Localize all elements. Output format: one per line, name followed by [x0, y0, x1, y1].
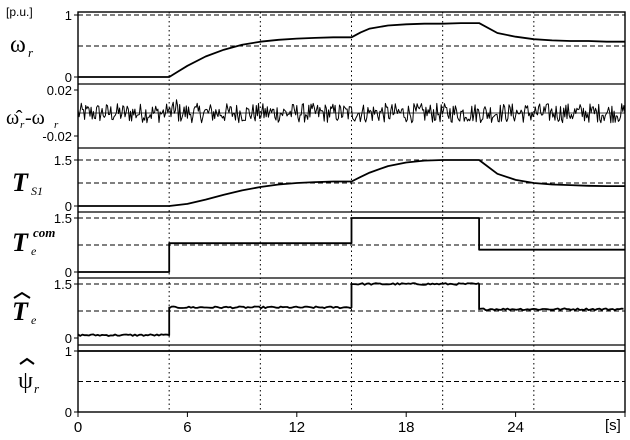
y-tick-label: 1.5 — [54, 211, 72, 226]
x-tick-label: 6 — [183, 419, 191, 436]
svg-text:T: T — [12, 168, 29, 197]
x-tick-label: 12 — [288, 419, 305, 436]
label-omega-r: ω r — [10, 32, 34, 60]
svg-text:-ω: -ω — [25, 107, 45, 129]
series-line-omega_error — [77, 99, 626, 124]
y-unit-label: [p.u.] — [6, 5, 33, 19]
y-tick-label: 1 — [65, 344, 72, 359]
svg-text:com: com — [33, 225, 55, 240]
svg-text:T: T — [12, 297, 29, 326]
hat-mark — [13, 291, 31, 299]
y-tick-label: 0 — [65, 199, 72, 214]
y-tick-label: 0 — [65, 70, 72, 85]
y-tick-label: 1.5 — [54, 277, 72, 292]
series-line-T_S1 — [78, 159, 625, 207]
series-line-T_e_hat — [77, 282, 624, 337]
svg-text:ψ: ψ — [18, 368, 33, 394]
y-tick-label: 0 — [65, 405, 72, 420]
svg-text:e: e — [31, 313, 37, 327]
label-psi-r-hat: ψ r — [18, 357, 40, 396]
y-tick-label: 0.02 — [47, 83, 72, 98]
x-tick-label: 18 — [398, 419, 415, 436]
svg-text:T: T — [12, 228, 29, 257]
svg-text:r: r — [54, 119, 59, 131]
svg-text:r: r — [28, 45, 34, 60]
label-T-S1: T S1 — [12, 168, 43, 198]
y-tick-label: 0 — [65, 265, 72, 280]
label-T-e-com: T e com — [12, 225, 55, 258]
y-tick-label: 1 — [65, 8, 72, 23]
y-tick-label: 0 — [65, 331, 72, 346]
x-tick-label: 0 — [74, 419, 82, 436]
svg-text:ω̂: ω̂ — [6, 107, 23, 129]
y-tick-label: -0.02 — [42, 129, 72, 144]
hat-mark — [19, 357, 35, 365]
svg-text:r: r — [20, 119, 25, 131]
x-unit-label: [s] — [605, 417, 621, 434]
svg-text:ω: ω — [10, 32, 26, 58]
svg-text:r: r — [34, 381, 40, 396]
label-omega-error: ω̂ r -ω r — [6, 107, 59, 131]
series-line-T_e_com — [78, 217, 625, 273]
y-tick-label: 1.5 — [54, 153, 72, 168]
label-T-e-hat: T e — [12, 291, 37, 327]
series-line-omega_r — [78, 22, 625, 78]
x-tick-label: 24 — [507, 419, 524, 436]
svg-text:S1: S1 — [31, 184, 43, 198]
svg-text:e: e — [31, 244, 37, 258]
